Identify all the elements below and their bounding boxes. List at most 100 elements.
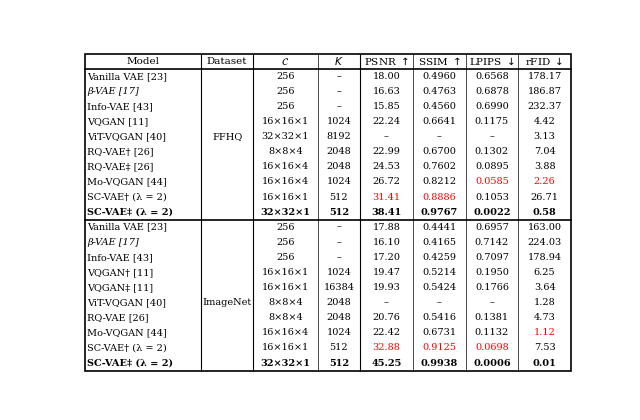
Text: 0.9767: 0.9767 [420,207,458,217]
Text: SC-VAE‡ (λ = 2): SC-VAE‡ (λ = 2) [88,207,173,217]
Text: 3.88: 3.88 [534,162,556,171]
Text: 0.4441: 0.4441 [422,223,456,232]
Text: Vanilla VAE [23]: Vanilla VAE [23] [88,223,168,232]
Text: 1024: 1024 [326,177,351,186]
Text: 256: 256 [276,102,294,111]
Text: $\mathcal{C}$: $\mathcal{C}$ [281,56,289,67]
Text: 18.00: 18.00 [372,72,400,81]
Text: VQGAN‡ [11]: VQGAN‡ [11] [88,283,154,292]
Text: 1.12: 1.12 [534,328,556,337]
Text: 0.1132: 0.1132 [475,328,509,337]
Text: –: – [337,223,341,232]
Text: Mo-VQGAN [44]: Mo-VQGAN [44] [88,328,167,337]
Text: 0.7142: 0.7142 [475,238,509,247]
Text: –: – [384,132,389,141]
Text: β-VAE [17]: β-VAE [17] [88,238,139,247]
Text: 2048: 2048 [326,298,351,307]
Text: RQ-VAE [26]: RQ-VAE [26] [88,313,149,322]
Text: 19.47: 19.47 [372,268,401,277]
Text: 1024: 1024 [326,328,351,337]
Text: LPIPS $\downarrow$: LPIPS $\downarrow$ [469,55,515,67]
Text: 19.93: 19.93 [372,283,401,292]
Text: 256: 256 [276,238,294,247]
Text: 0.6731: 0.6731 [422,328,456,337]
Text: 3.64: 3.64 [534,283,556,292]
Text: Info-VAE [43]: Info-VAE [43] [88,102,153,111]
Text: Dataset: Dataset [207,57,248,66]
Text: 7.53: 7.53 [534,344,556,352]
Text: 0.1381: 0.1381 [475,313,509,322]
Text: –: – [337,72,341,81]
Text: 3.13: 3.13 [534,132,556,141]
Text: 2048: 2048 [326,147,351,156]
Text: 0.1950: 0.1950 [475,268,509,277]
Text: 0.5214: 0.5214 [422,268,456,277]
Text: 0.1175: 0.1175 [475,117,509,126]
Text: 16384: 16384 [323,283,355,292]
Text: 256: 256 [276,223,294,232]
Text: 24.53: 24.53 [372,162,401,171]
Text: 0.1766: 0.1766 [475,283,509,292]
Text: 0.4560: 0.4560 [422,102,456,111]
Text: 16×16×1: 16×16×1 [262,192,309,202]
Text: 0.0585: 0.0585 [475,177,509,186]
Text: 22.99: 22.99 [372,147,401,156]
Text: –: – [384,298,389,307]
Text: 32.88: 32.88 [372,344,401,352]
Text: 0.0022: 0.0022 [473,207,511,217]
Text: 512: 512 [330,192,348,202]
Text: 0.1302: 0.1302 [475,147,509,156]
Text: β-VAE [17]: β-VAE [17] [88,87,139,96]
Text: 0.6641: 0.6641 [422,117,456,126]
Text: PSNR $\uparrow$: PSNR $\uparrow$ [364,55,409,67]
Text: –: – [490,132,494,141]
Text: 256: 256 [276,253,294,262]
Text: SC-VAE† (λ = 2): SC-VAE† (λ = 2) [88,344,167,352]
Text: 16×16×4: 16×16×4 [262,328,309,337]
Text: 2048: 2048 [326,313,351,322]
Text: 2048: 2048 [326,162,351,171]
Text: 0.4960: 0.4960 [422,72,456,81]
Text: 8×8×4: 8×8×4 [268,298,303,307]
Text: SC-VAE‡ (λ = 2): SC-VAE‡ (λ = 2) [88,359,173,368]
Text: RQ-VAE† [26]: RQ-VAE† [26] [88,147,154,156]
Text: 4.73: 4.73 [534,313,556,322]
Text: Info-VAE [43]: Info-VAE [43] [88,253,153,262]
Text: 16×16×1: 16×16×1 [262,283,309,292]
Text: 512: 512 [330,344,348,352]
Text: VQGAN† [11]: VQGAN† [11] [88,268,154,277]
Text: 1024: 1024 [326,268,351,277]
Text: 26.71: 26.71 [531,192,559,202]
Text: 45.25: 45.25 [371,359,402,368]
Text: 256: 256 [276,87,294,96]
Text: 0.9125: 0.9125 [422,344,456,352]
Text: –: – [337,253,341,262]
Text: 16×16×1: 16×16×1 [262,117,309,126]
Text: 0.9938: 0.9938 [420,359,458,368]
Text: 512: 512 [329,207,349,217]
Text: ViT-VQGAN [40]: ViT-VQGAN [40] [88,298,166,307]
Text: 0.5416: 0.5416 [422,313,456,322]
Text: 31.41: 31.41 [372,192,401,202]
Text: 256: 256 [276,72,294,81]
Text: 32×32×1: 32×32×1 [260,359,310,368]
Text: 1024: 1024 [326,117,351,126]
Text: 20.76: 20.76 [372,313,401,322]
Text: 0.4165: 0.4165 [422,238,456,247]
Text: 0.8212: 0.8212 [422,177,456,186]
Text: 16×16×4: 16×16×4 [262,162,309,171]
Text: –: – [337,87,341,96]
Text: 7.04: 7.04 [534,147,556,156]
Text: 0.0698: 0.0698 [475,344,509,352]
Text: 512: 512 [329,359,349,368]
Text: 0.4259: 0.4259 [422,253,456,262]
Text: SSIM $\uparrow$: SSIM $\uparrow$ [418,55,461,67]
Text: 0.6568: 0.6568 [475,72,509,81]
Text: 6.25: 6.25 [534,268,556,277]
Text: 0.58: 0.58 [532,207,557,217]
Text: 32×32×1: 32×32×1 [262,132,309,141]
Text: 17.20: 17.20 [372,253,401,262]
Text: 178.17: 178.17 [527,72,562,81]
Text: ViT-VQGAN [40]: ViT-VQGAN [40] [88,132,166,141]
Text: 22.42: 22.42 [372,328,401,337]
